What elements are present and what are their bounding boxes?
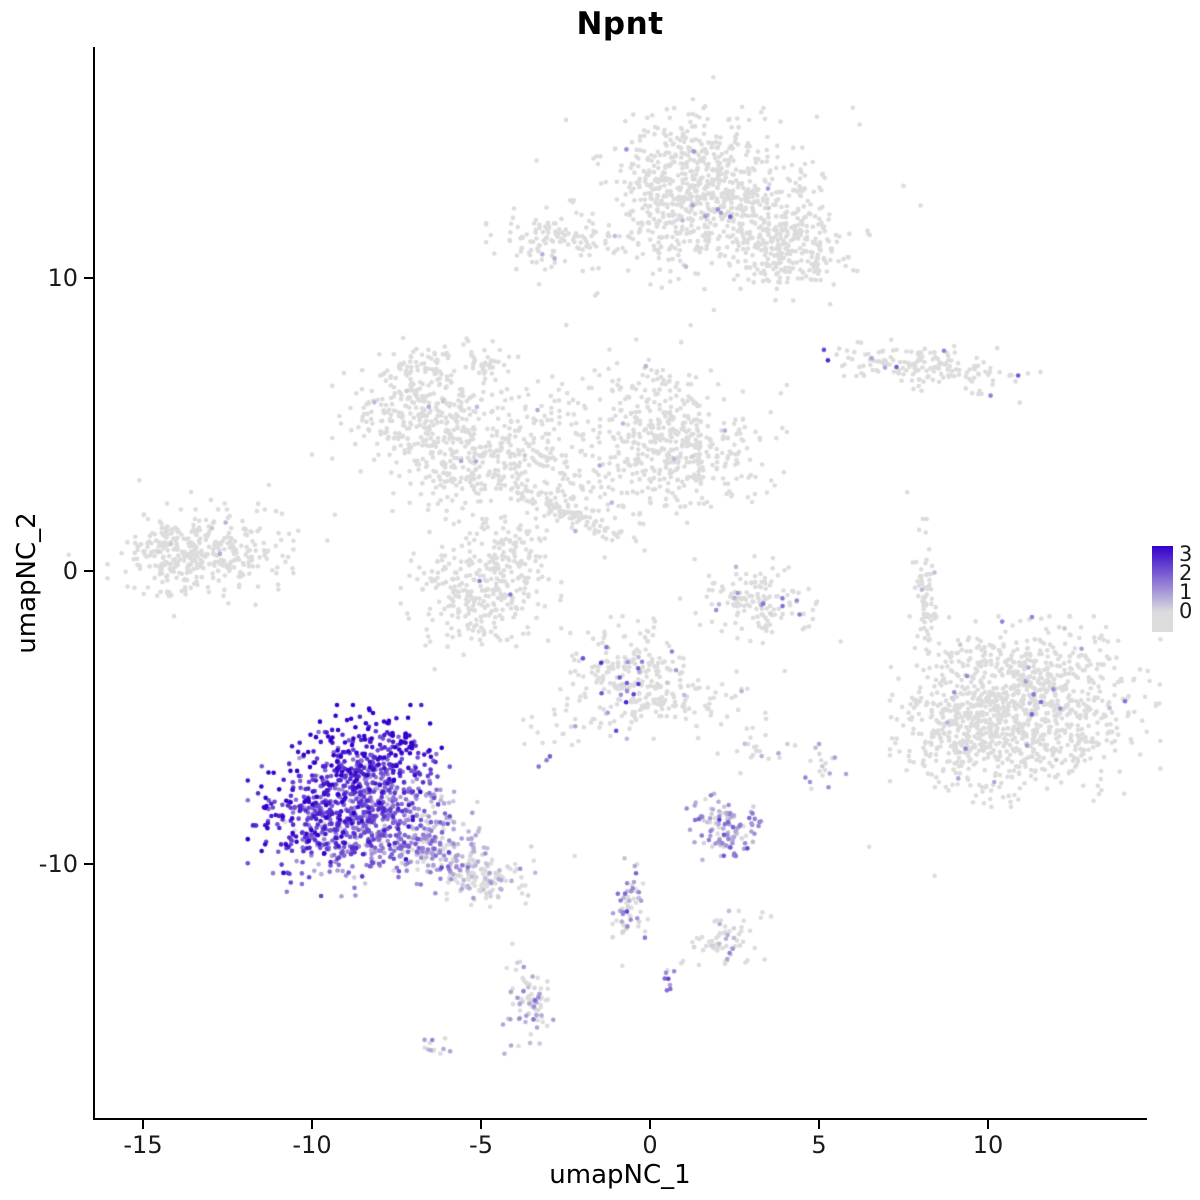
- colorbar-legend: [1152, 546, 1173, 632]
- legend-tick-label: 3: [1179, 542, 1193, 566]
- legend-tick-label: 1: [1179, 580, 1193, 604]
- x-tick-label: -5: [469, 1131, 493, 1159]
- plot-title: Npnt: [576, 6, 664, 42]
- y-tick-mark: [84, 277, 93, 279]
- x-axis-line: [93, 1118, 1147, 1120]
- x-axis-title: umapNC_1: [549, 1160, 691, 1190]
- x-tick-mark: [311, 1120, 313, 1129]
- y-axis-title: umapNC_2: [12, 512, 42, 654]
- x-tick-label: 5: [811, 1131, 827, 1159]
- legend-tick-label: 0: [1179, 599, 1193, 623]
- x-tick-label: 0: [642, 1131, 658, 1159]
- x-tick-label: -10: [292, 1131, 332, 1159]
- y-tick-label: 0: [62, 557, 78, 585]
- x-tick-mark: [649, 1120, 651, 1129]
- y-axis-line: [93, 47, 95, 1120]
- x-tick-mark: [818, 1120, 820, 1129]
- x-tick-mark: [142, 1120, 144, 1129]
- y-tick-label: -10: [38, 850, 78, 878]
- x-tick-label: 10: [972, 1131, 1004, 1159]
- legend-tick-label: 2: [1179, 561, 1193, 585]
- y-tick-label: 10: [47, 264, 78, 292]
- x-tick-mark: [987, 1120, 989, 1129]
- x-tick-label: -15: [123, 1131, 163, 1159]
- x-tick-mark: [480, 1120, 482, 1129]
- y-tick-mark: [84, 863, 93, 865]
- y-tick-mark: [84, 570, 93, 572]
